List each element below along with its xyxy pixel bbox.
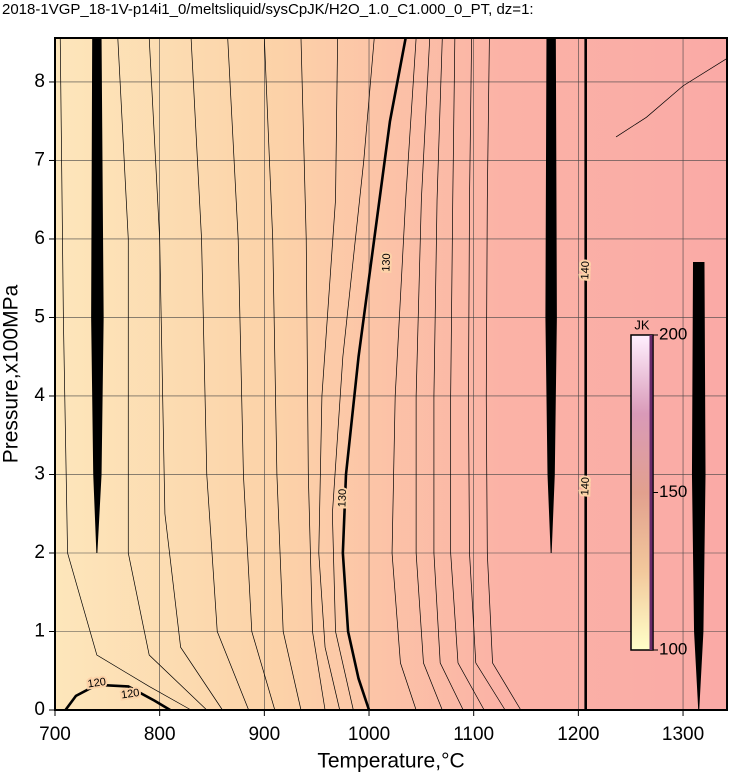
contour-line: [117, 37, 208, 711]
contour-label: 120: [120, 687, 140, 701]
contour-label: 130: [380, 253, 393, 272]
y-tick-label: 4: [34, 385, 45, 406]
contour-line: [148, 37, 223, 711]
contour-line: [391, 37, 417, 711]
y-tick-label: 5: [34, 306, 45, 327]
contour-line: [332, 37, 375, 711]
contour-line: [64, 683, 171, 712]
y-tick-label: 8: [34, 71, 45, 92]
contour-line: [341, 37, 407, 711]
contour-label: 140: [579, 477, 592, 496]
y-tick-label: 3: [34, 464, 45, 485]
y-axis-label: Pressure,x100MPa: [0, 284, 23, 463]
contour-line: [263, 37, 302, 711]
colorbar-tick-label: 150: [659, 482, 687, 501]
contour-line: [59, 37, 192, 711]
x-tick-label: 1100: [453, 724, 494, 745]
contour-line: [300, 37, 326, 711]
contour-label: 130: [336, 489, 349, 508]
dense-contour-band: [545, 37, 557, 554]
plot-background: [55, 38, 727, 710]
y-tick-label: 2: [34, 542, 45, 563]
contour-line: [615, 58, 728, 138]
chart-title: 2018-1VGP_18-1V-p14i1_0/meltsliquid/sysC…: [2, 1, 534, 18]
y-tick-label: 1: [34, 621, 45, 642]
x-tick-label: 1300: [662, 724, 704, 745]
x-tick-label: 700: [39, 724, 71, 745]
y-tick-label: 6: [34, 228, 45, 249]
dense-contour-band: [691, 262, 706, 711]
contour-label: 120: [87, 676, 107, 690]
contour-line: [485, 37, 522, 711]
contour-line: [318, 37, 341, 711]
contour-line: [433, 37, 464, 711]
y-tick-label: 7: [34, 149, 45, 170]
x-tick-label: 1200: [557, 724, 599, 745]
contour-line: [468, 37, 506, 711]
x-tick-label: 900: [248, 724, 280, 745]
dense-contour-band: [91, 37, 104, 554]
contour-line: [227, 37, 276, 711]
y-tick-label: 0: [34, 699, 45, 720]
contour-line: [190, 37, 249, 711]
contour-line: [415, 37, 443, 711]
x-axis-label: Temperature,°C: [317, 750, 464, 773]
colorbar-label: JK: [634, 317, 650, 332]
x-tick-label: 800: [144, 724, 176, 745]
plot-frame: [54, 37, 728, 711]
x-tick-label: 1000: [348, 724, 390, 745]
colorbar-tick-label: 200: [659, 324, 687, 343]
contour-line: [450, 37, 485, 711]
colorbar-tick-label: 100: [659, 639, 687, 658]
contour-label: 140: [579, 261, 592, 280]
